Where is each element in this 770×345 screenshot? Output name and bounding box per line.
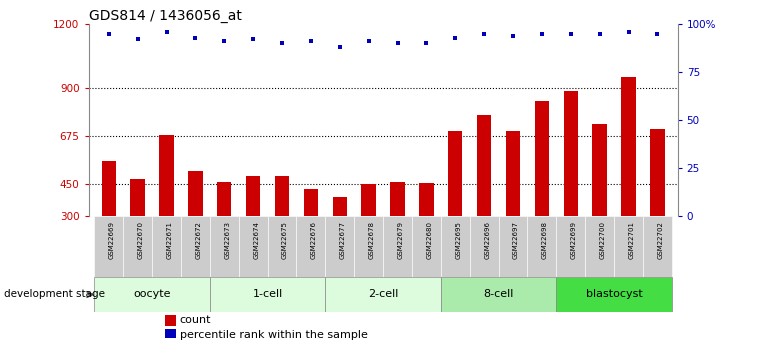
Point: [305, 39, 317, 44]
Bar: [181, 216, 209, 277]
Text: percentile rank within the sample: percentile rank within the sample: [180, 330, 368, 340]
Bar: [268, 216, 296, 277]
Text: 2-cell: 2-cell: [368, 289, 398, 299]
Text: oocyte: oocyte: [133, 289, 171, 299]
Bar: [361, 184, 376, 216]
Text: GSM22696: GSM22696: [484, 221, 490, 259]
Bar: [275, 176, 290, 216]
Bar: [506, 131, 521, 216]
Point: [276, 41, 288, 46]
Bar: [534, 101, 549, 216]
Point: [333, 45, 346, 50]
Bar: [210, 216, 239, 277]
Bar: [130, 179, 145, 216]
Bar: [390, 182, 405, 216]
Bar: [165, 329, 176, 341]
Bar: [246, 176, 260, 216]
Bar: [159, 135, 174, 216]
Text: development stage: development stage: [4, 289, 105, 299]
Text: GSM22672: GSM22672: [196, 221, 202, 259]
Bar: [440, 277, 556, 312]
Text: 8-cell: 8-cell: [484, 289, 514, 299]
Bar: [557, 216, 585, 277]
Point: [507, 33, 519, 38]
Text: GSM22675: GSM22675: [282, 221, 288, 259]
Bar: [188, 171, 203, 216]
Text: GSM22670: GSM22670: [138, 221, 144, 259]
Text: GSM22698: GSM22698: [542, 221, 548, 259]
Point: [363, 39, 375, 44]
Bar: [643, 216, 672, 277]
Bar: [165, 315, 176, 326]
Text: GDS814 / 1436056_at: GDS814 / 1436056_at: [89, 9, 242, 23]
Point: [160, 29, 172, 34]
Text: GSM22673: GSM22673: [224, 221, 230, 259]
Bar: [94, 216, 123, 277]
Bar: [333, 197, 347, 216]
Text: GSM22697: GSM22697: [513, 221, 519, 259]
Point: [420, 41, 433, 46]
Bar: [412, 216, 440, 277]
Bar: [210, 277, 326, 312]
Bar: [448, 131, 463, 216]
Bar: [440, 216, 470, 277]
Point: [132, 37, 144, 42]
Point: [189, 35, 202, 40]
Text: blastocyst: blastocyst: [586, 289, 642, 299]
Point: [218, 39, 230, 44]
Text: GSM22695: GSM22695: [455, 221, 461, 259]
Text: GSM22702: GSM22702: [658, 221, 664, 259]
Text: GSM22674: GSM22674: [253, 221, 259, 259]
Text: count: count: [180, 315, 211, 325]
Bar: [470, 216, 499, 277]
Bar: [621, 77, 636, 216]
Text: GSM22678: GSM22678: [369, 221, 375, 259]
Bar: [499, 216, 527, 277]
Text: GSM22676: GSM22676: [311, 221, 317, 259]
Text: GSM22679: GSM22679: [397, 221, 403, 259]
Text: GSM22700: GSM22700: [600, 221, 606, 259]
Point: [651, 31, 664, 37]
Bar: [296, 216, 326, 277]
Text: GSM22680: GSM22680: [427, 221, 433, 259]
Point: [102, 31, 115, 37]
Bar: [419, 183, 434, 216]
Bar: [564, 91, 578, 216]
Bar: [477, 115, 491, 216]
Bar: [94, 277, 210, 312]
Bar: [650, 129, 665, 216]
Bar: [614, 216, 643, 277]
Bar: [585, 216, 614, 277]
Text: GSM22699: GSM22699: [571, 221, 577, 259]
Bar: [527, 216, 557, 277]
Text: 1-cell: 1-cell: [253, 289, 283, 299]
Bar: [303, 189, 318, 216]
Bar: [123, 216, 152, 277]
Point: [391, 41, 403, 46]
Bar: [354, 216, 383, 277]
Text: GSM22701: GSM22701: [628, 221, 634, 259]
Point: [449, 35, 461, 40]
Bar: [102, 160, 116, 216]
Bar: [326, 216, 354, 277]
Text: GSM22677: GSM22677: [340, 221, 346, 259]
Bar: [383, 216, 412, 277]
Bar: [326, 277, 440, 312]
Text: GSM22669: GSM22669: [109, 221, 115, 259]
Bar: [152, 216, 181, 277]
Point: [247, 37, 259, 42]
Text: GSM22671: GSM22671: [166, 221, 172, 259]
Point: [536, 31, 548, 37]
Bar: [557, 277, 672, 312]
Point: [594, 31, 606, 37]
Point: [564, 31, 577, 37]
Point: [622, 29, 634, 34]
Bar: [592, 124, 607, 216]
Bar: [217, 182, 232, 216]
Point: [478, 31, 490, 37]
Bar: [239, 216, 268, 277]
